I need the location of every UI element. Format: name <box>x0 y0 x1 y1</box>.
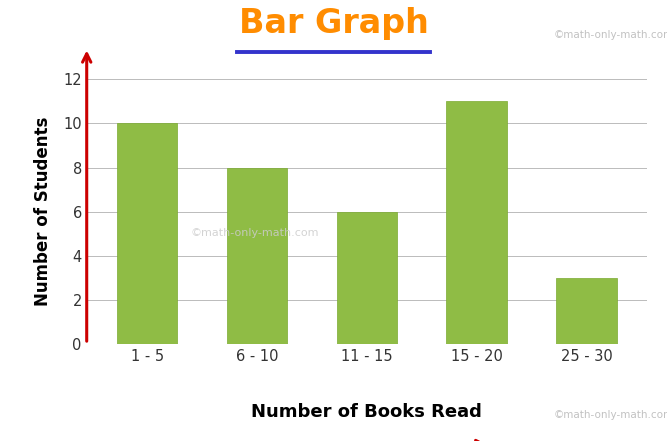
Text: ©math-only-math.com: ©math-only-math.com <box>554 410 667 419</box>
Text: ©math-only-math.com: ©math-only-math.com <box>191 228 319 238</box>
Bar <box>446 101 507 344</box>
Bar <box>556 278 617 344</box>
Bar <box>117 123 177 344</box>
Bar <box>337 212 397 344</box>
X-axis label: Number of Books Read: Number of Books Read <box>251 403 482 421</box>
Text: Bar Graph: Bar Graph <box>239 7 428 40</box>
Text: ©math-only-math.com: ©math-only-math.com <box>554 30 667 40</box>
Bar <box>227 168 287 344</box>
Y-axis label: Number of Students: Number of Students <box>34 117 52 306</box>
